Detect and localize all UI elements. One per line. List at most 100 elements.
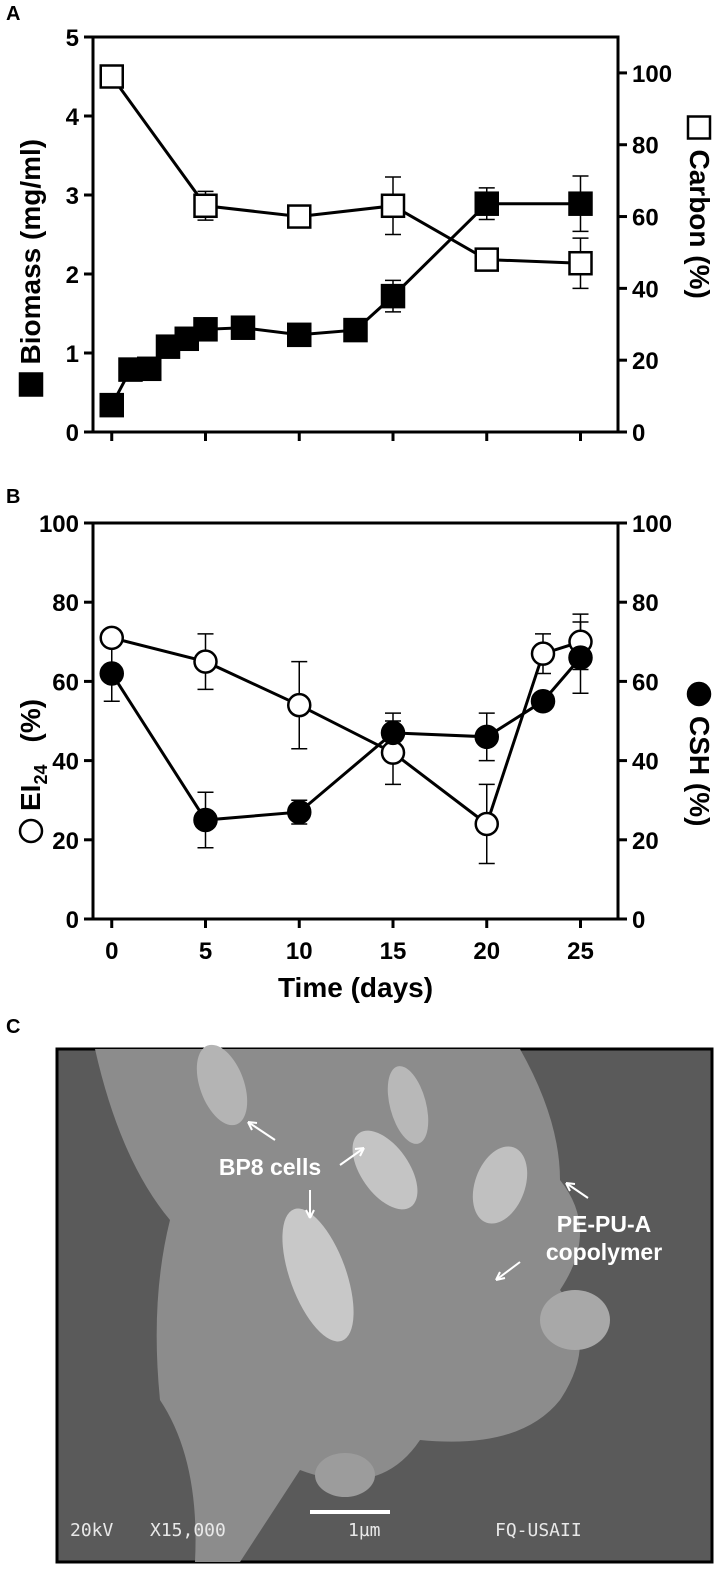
sem-arrows: [247, 1121, 589, 1514]
y2-tick-label: 0: [632, 907, 645, 934]
x-axis-title: Time (days): [278, 972, 433, 1003]
series-line: [110, 75, 581, 265]
marker: [343, 317, 368, 343]
sem-cell: [352, 1130, 418, 1210]
marker: [193, 807, 218, 833]
y2-tick-label: 80: [632, 590, 659, 617]
marker: [568, 250, 593, 276]
y-axis-title-sub: 24: [31, 765, 51, 785]
y-axis-title: Biomass (mg/ml): [15, 139, 46, 397]
marker: [530, 688, 556, 714]
marker: [380, 720, 406, 746]
y2-axis-title: Carbon (%): [684, 115, 715, 299]
y-tick-label: 0: [66, 420, 79, 447]
y-tick-label: 100: [39, 511, 79, 538]
y-tick-label: 1: [66, 341, 79, 368]
y-tick-label: 4: [66, 104, 80, 131]
chart: 0 20 40 60 80 100 0 20 40 60 80 100 0 5 10 15 20 25 Time (…: [15, 511, 715, 1003]
marker: [137, 356, 162, 382]
sem-cell: [282, 1208, 354, 1342]
marker: [474, 724, 499, 750]
series-line: [110, 202, 581, 406]
image-label: PE-PU-A: [557, 1211, 652, 1237]
marker: [193, 193, 218, 219]
sem-cluster: [315, 1453, 375, 1497]
y-tick-label: 5: [66, 25, 79, 52]
x-tick-label: 25: [567, 938, 594, 965]
y-axis-title-main: EI: [15, 785, 46, 811]
x-tick-label: 10: [286, 938, 313, 965]
chart: 0 1 2 3 4 5 0 20 40 60 80 100 Biomass (mg/ml) Carbon …: [15, 25, 715, 447]
panel-label: C: [6, 1016, 20, 1038]
marker: [193, 649, 218, 674]
info-text: FQ-USAII: [495, 1520, 582, 1541]
sem-image: BP8 cells PE-PU-A copolymer 20kV X15,000…: [55, 1044, 714, 1564]
info-text: 1µm: [348, 1520, 381, 1541]
marker: [380, 283, 406, 309]
y-tick-label: 20: [52, 828, 79, 855]
marker: [474, 247, 499, 272]
axis-key: [686, 115, 712, 140]
axis-key: [18, 818, 44, 844]
marker: [568, 645, 593, 670]
x-tick-label: 0: [105, 938, 118, 965]
series-line: [111, 636, 581, 827]
marker: [230, 315, 256, 340]
y2-axis-title-text: CSH (%): [684, 716, 715, 826]
sem-cell: [387, 1066, 429, 1144]
info-text: X15,000: [150, 1520, 226, 1541]
y2-axis-title-text: Carbon (%): [684, 150, 715, 299]
y-tick-label: 60: [52, 669, 79, 696]
axis-key: [686, 681, 712, 707]
sem-cell: [472, 1146, 528, 1224]
y2-tick-label: 100: [632, 511, 672, 538]
info-text: 20kV: [70, 1520, 114, 1541]
y2-tick-label: 0: [632, 420, 645, 447]
y-tick-label: 40: [52, 749, 79, 776]
y2-tick-label: 20: [632, 828, 659, 855]
marker: [474, 811, 499, 837]
marker: [474, 191, 499, 216]
x-tick-label: 20: [473, 938, 500, 965]
y2-tick-label: 60: [632, 669, 659, 696]
y2-axis-title: CSH (%): [684, 681, 715, 826]
image-label: BP8 cells: [219, 1154, 321, 1180]
marker: [287, 692, 312, 718]
marker: [99, 625, 124, 651]
marker: [99, 661, 124, 686]
x-tick-label: 5: [199, 938, 212, 965]
y-tick-label: 80: [52, 590, 79, 617]
y-axis-title-unit: (%): [15, 699, 46, 743]
y2-tick-label: 40: [632, 276, 659, 303]
y2-tick-label: 100: [632, 61, 672, 88]
plot-frame: [91, 521, 620, 921]
panel-label: B: [6, 486, 20, 508]
y-axis-title-text: EI24 (%): [15, 699, 51, 811]
y-axis-title: EI24 (%): [15, 699, 51, 844]
panel-label: A: [6, 3, 20, 25]
sem-cell: [196, 1044, 248, 1126]
marker: [99, 392, 124, 418]
marker: [193, 317, 218, 342]
x-tick-label: 15: [380, 938, 407, 965]
marker: [287, 799, 312, 825]
image-label: copolymer: [546, 1239, 662, 1265]
marker: [568, 191, 593, 216]
marker: [99, 64, 124, 89]
y-tick-label: 2: [66, 262, 79, 289]
y2-tick-label: 80: [632, 133, 659, 160]
marker: [530, 641, 556, 666]
sem-cluster: [540, 1290, 610, 1350]
marker: [287, 204, 312, 229]
marker: [380, 193, 406, 219]
marker: [287, 322, 312, 348]
y2-tick-label: 20: [632, 348, 659, 375]
series-line: [110, 656, 582, 822]
plot-frame: [91, 35, 620, 434]
y2-tick-label: 40: [632, 749, 659, 776]
y2-tick-label: 60: [632, 205, 659, 232]
y-axis-title-main: Biomass (mg/ml): [15, 139, 46, 365]
y-axis-title-text: Biomass (mg/ml): [15, 139, 46, 365]
